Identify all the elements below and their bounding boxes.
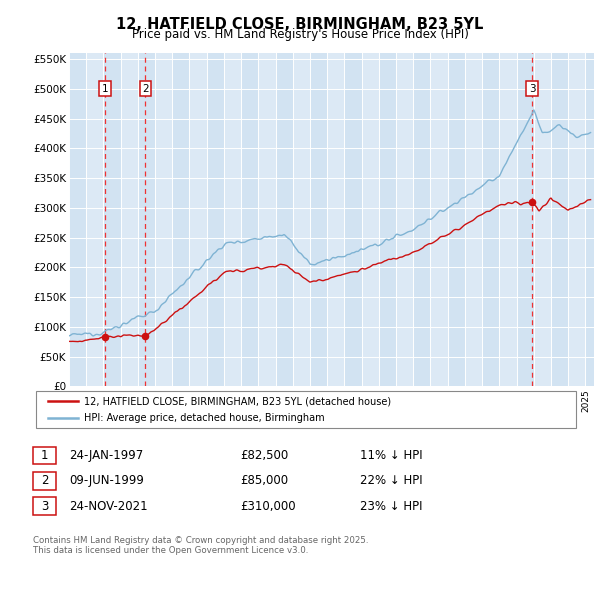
Bar bbox=[379, 53, 396, 386]
Text: 12, HATFIELD CLOSE, BIRMINGHAM, B23 5YL (detached house): 12, HATFIELD CLOSE, BIRMINGHAM, B23 5YL … bbox=[84, 396, 391, 407]
Text: £85,000: £85,000 bbox=[240, 474, 288, 487]
Text: 23% ↓ HPI: 23% ↓ HPI bbox=[360, 500, 422, 513]
Text: 22% ↓ HPI: 22% ↓ HPI bbox=[360, 474, 422, 487]
Bar bbox=[551, 53, 568, 386]
Text: Contains HM Land Registry data © Crown copyright and database right 2025.
This d: Contains HM Land Registry data © Crown c… bbox=[33, 536, 368, 555]
Bar bbox=[310, 53, 327, 386]
Text: 3: 3 bbox=[529, 84, 535, 94]
Bar bbox=[275, 53, 293, 386]
Bar bbox=[586, 53, 600, 386]
Bar bbox=[138, 53, 155, 386]
Bar bbox=[413, 53, 430, 386]
Text: 1: 1 bbox=[41, 449, 48, 462]
Text: 3: 3 bbox=[41, 500, 48, 513]
Bar bbox=[344, 53, 362, 386]
Text: 12, HATFIELD CLOSE, BIRMINGHAM, B23 5YL: 12, HATFIELD CLOSE, BIRMINGHAM, B23 5YL bbox=[116, 17, 484, 31]
Text: £82,500: £82,500 bbox=[240, 449, 288, 462]
Text: 1: 1 bbox=[101, 84, 108, 94]
Text: HPI: Average price, detached house, Birmingham: HPI: Average price, detached house, Birm… bbox=[84, 412, 325, 422]
Bar bbox=[448, 53, 465, 386]
Text: 24-NOV-2021: 24-NOV-2021 bbox=[69, 500, 148, 513]
Text: 09-JUN-1999: 09-JUN-1999 bbox=[69, 474, 144, 487]
Bar bbox=[482, 53, 499, 386]
Bar bbox=[517, 53, 534, 386]
Text: 11% ↓ HPI: 11% ↓ HPI bbox=[360, 449, 422, 462]
Text: 2: 2 bbox=[41, 474, 48, 487]
Bar bbox=[172, 53, 190, 386]
Text: £310,000: £310,000 bbox=[240, 500, 296, 513]
Text: 24-JAN-1997: 24-JAN-1997 bbox=[69, 449, 143, 462]
Text: 2: 2 bbox=[142, 84, 149, 94]
Bar bbox=[241, 53, 259, 386]
Bar bbox=[103, 53, 121, 386]
Text: Price paid vs. HM Land Registry's House Price Index (HPI): Price paid vs. HM Land Registry's House … bbox=[131, 28, 469, 41]
Bar bbox=[207, 53, 224, 386]
Bar bbox=[69, 53, 86, 386]
